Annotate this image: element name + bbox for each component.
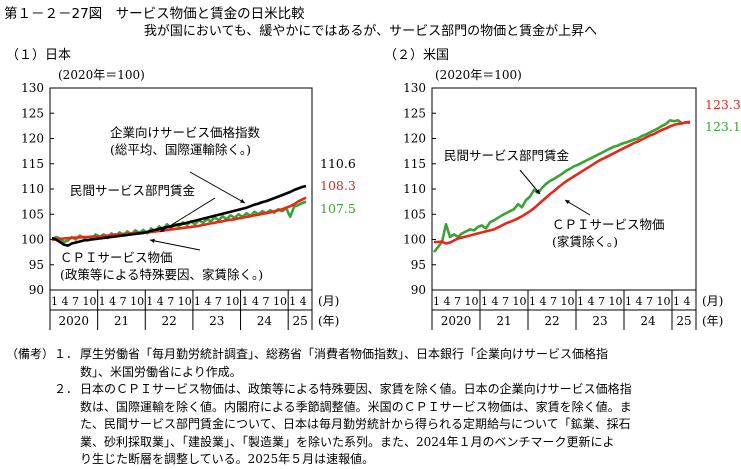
x-month-unit-us: (月) xyxy=(702,294,723,308)
end-value-label-japan-0: 107.5 xyxy=(320,201,356,216)
annotation-arrow-us xyxy=(564,199,591,216)
end-value-label-japan-2: 110.6 xyxy=(320,156,356,171)
y-tick-label-japan: 100 xyxy=(21,233,44,247)
annotation-arrow-us xyxy=(519,169,541,195)
y-tick-label-japan: 110 xyxy=(21,182,44,196)
note-1-num: １． xyxy=(54,347,79,361)
x-month-ticks-japan: 1 4 7 10 xyxy=(146,295,191,308)
x-year-label-us: 23 xyxy=(592,314,607,328)
annotation-japan-wage: 民間サービス部門賃金 xyxy=(70,183,196,198)
end-value-label-us-0: 123.1 xyxy=(705,119,741,134)
annotation-us-wage: 民間サービス部門賃金 xyxy=(444,148,570,163)
series-line-japan-1 xyxy=(52,196,307,241)
y-tick-label-japan: 95 xyxy=(29,258,44,272)
y-tick-label-japan: 125 xyxy=(21,106,44,120)
figure-title: 第１－２－27図 サービス物価と賃金の日米比較 xyxy=(4,6,305,22)
panel-title-us: （２）米国 xyxy=(384,48,450,63)
annotation-japan-cpi: (政策等による特殊要因、家賃除く。) xyxy=(60,267,263,282)
y-tick-label-us: 105 xyxy=(403,207,426,221)
annotation-arrow-japan xyxy=(189,171,246,204)
x-year-label-japan: 21 xyxy=(114,314,129,328)
note-2-line-5: り生じた断層を調整している。2025年５月は速報値。 xyxy=(80,452,375,466)
note-2-line-3: た、民間サービス部門賃金について、日本は毎月勤労統計から得られる定期給与について… xyxy=(80,417,631,431)
annotation-japan-corporate: (総平均、国際運輸除く。) xyxy=(110,142,251,157)
series-line-us-0 xyxy=(432,119,691,253)
x-month-ticks-us: 1 4 7 10 xyxy=(481,295,526,308)
y-tick-label-japan: 130 xyxy=(21,81,44,95)
x-month-ticks-japan: 1 4 xyxy=(289,295,307,308)
x-year-label-japan: 2020 xyxy=(59,314,90,328)
annotation-arrowhead-japan xyxy=(150,238,155,244)
x-year-label-us: 21 xyxy=(496,314,511,328)
y-tick-label-us: 115 xyxy=(403,157,426,171)
x-month-unit-japan: (月) xyxy=(318,294,339,308)
x-year-unit-us: (年) xyxy=(702,314,723,328)
note-1-line-2: 数」、米国労働省により作成。 xyxy=(80,364,242,379)
x-month-ticks-us: 1 4 7 10 xyxy=(529,295,574,308)
y-tick-label-us: 120 xyxy=(403,132,426,146)
y-tick-label-us: 90 xyxy=(411,283,426,297)
note-2-num: ２． xyxy=(54,382,79,396)
end-value-label-us-1: 123.3 xyxy=(705,97,741,112)
x-year-unit-japan: (年) xyxy=(318,314,339,328)
x-year-label-japan: 23 xyxy=(209,314,224,328)
y-tick-label-japan: 115 xyxy=(21,157,44,171)
y-tick-label-us: 95 xyxy=(411,258,426,272)
y-tick-label-us: 130 xyxy=(403,81,426,95)
annotation-arrowhead-us xyxy=(535,189,540,194)
x-month-ticks-us: 1 4 7 10 xyxy=(433,295,478,308)
note-2-line-2: 数は、国際運輸を除く値。内閣府による季節調整値。米国のＣＰＩサービス物価は、家賃… xyxy=(80,399,632,414)
figure-subtitle: 我が国においても、緩やかにではあるが、サービス部門の物価と賃金が上昇へ xyxy=(143,24,598,39)
x-year-label-us: 22 xyxy=(544,314,559,328)
note-2-line-4: 業、砂利採取業」、「建設業」、「製造業」を除いた系列。また、2024年１月のベン… xyxy=(80,434,615,449)
series-line-japan-2 xyxy=(51,184,307,247)
x-month-ticks-us: 1 4 7 10 xyxy=(625,295,670,308)
x-year-label-japan: 24 xyxy=(257,314,273,328)
annotation-arrowhead-japan xyxy=(240,198,245,203)
panel-title-japan: （１）日本 xyxy=(6,48,72,63)
x-year-label-us: 24 xyxy=(640,314,656,328)
note-2-line-1: 日本のＣＰＩサービス物価は、政策等による特殊要因、家賃を除く値。日本の企業向けサ… xyxy=(80,382,632,396)
y-tick-label-us: 125 xyxy=(403,106,426,120)
x-month-ticks-japan: 1 4 7 10 xyxy=(99,295,144,308)
annotation-japan-corporate: 企業向けサービス価格指数 xyxy=(110,125,261,140)
x-month-ticks-japan: 1 4 7 10 xyxy=(242,295,287,308)
annotation-arrowhead-japan xyxy=(160,227,165,232)
x-year-label-japan: 22 xyxy=(161,314,176,328)
x-month-ticks-us: 1 4 xyxy=(673,295,691,308)
y-tick-label-us: 100 xyxy=(403,233,426,247)
annotation-arrow-japan xyxy=(159,197,216,233)
annotation-us-cpi: ＣＰＩサービス物価 xyxy=(552,217,665,232)
unit-note-japan: (2020年＝100) xyxy=(58,68,145,82)
y-tick-label-japan: 105 xyxy=(21,207,44,221)
series-line-us-1 xyxy=(434,120,691,245)
notes-label: （備考） xyxy=(6,347,55,361)
x-month-ticks-japan: 1 4 7 10 xyxy=(51,295,96,308)
annotation-japan-cpi: ＣＰＩサービス物価 xyxy=(60,250,173,265)
y-tick-label-japan: 90 xyxy=(29,283,44,297)
x-year-label-japan: 25 xyxy=(292,314,307,328)
x-year-label-us: 2020 xyxy=(441,314,472,328)
annotation-us-cpi: (家賃除く。) xyxy=(552,234,618,249)
x-month-ticks-japan: 1 4 7 10 xyxy=(194,295,239,308)
y-tick-label-us: 110 xyxy=(403,182,426,196)
note-1-line-1: 厚生労働省「毎月勤労統計調査」、総務省「消費者物価指数」、日本銀行「企業向けサー… xyxy=(80,347,609,361)
x-year-label-us: 25 xyxy=(676,314,691,328)
plot-frame-us xyxy=(431,87,697,291)
end-value-label-japan-1: 108.3 xyxy=(320,178,356,193)
unit-note-us: (2020年＝100) xyxy=(435,68,522,82)
x-month-ticks-us: 1 4 7 10 xyxy=(577,295,622,308)
y-tick-label-japan: 120 xyxy=(21,132,44,146)
annotation-arrowhead-us xyxy=(565,200,570,205)
annotation-arrow-japan xyxy=(149,239,201,251)
